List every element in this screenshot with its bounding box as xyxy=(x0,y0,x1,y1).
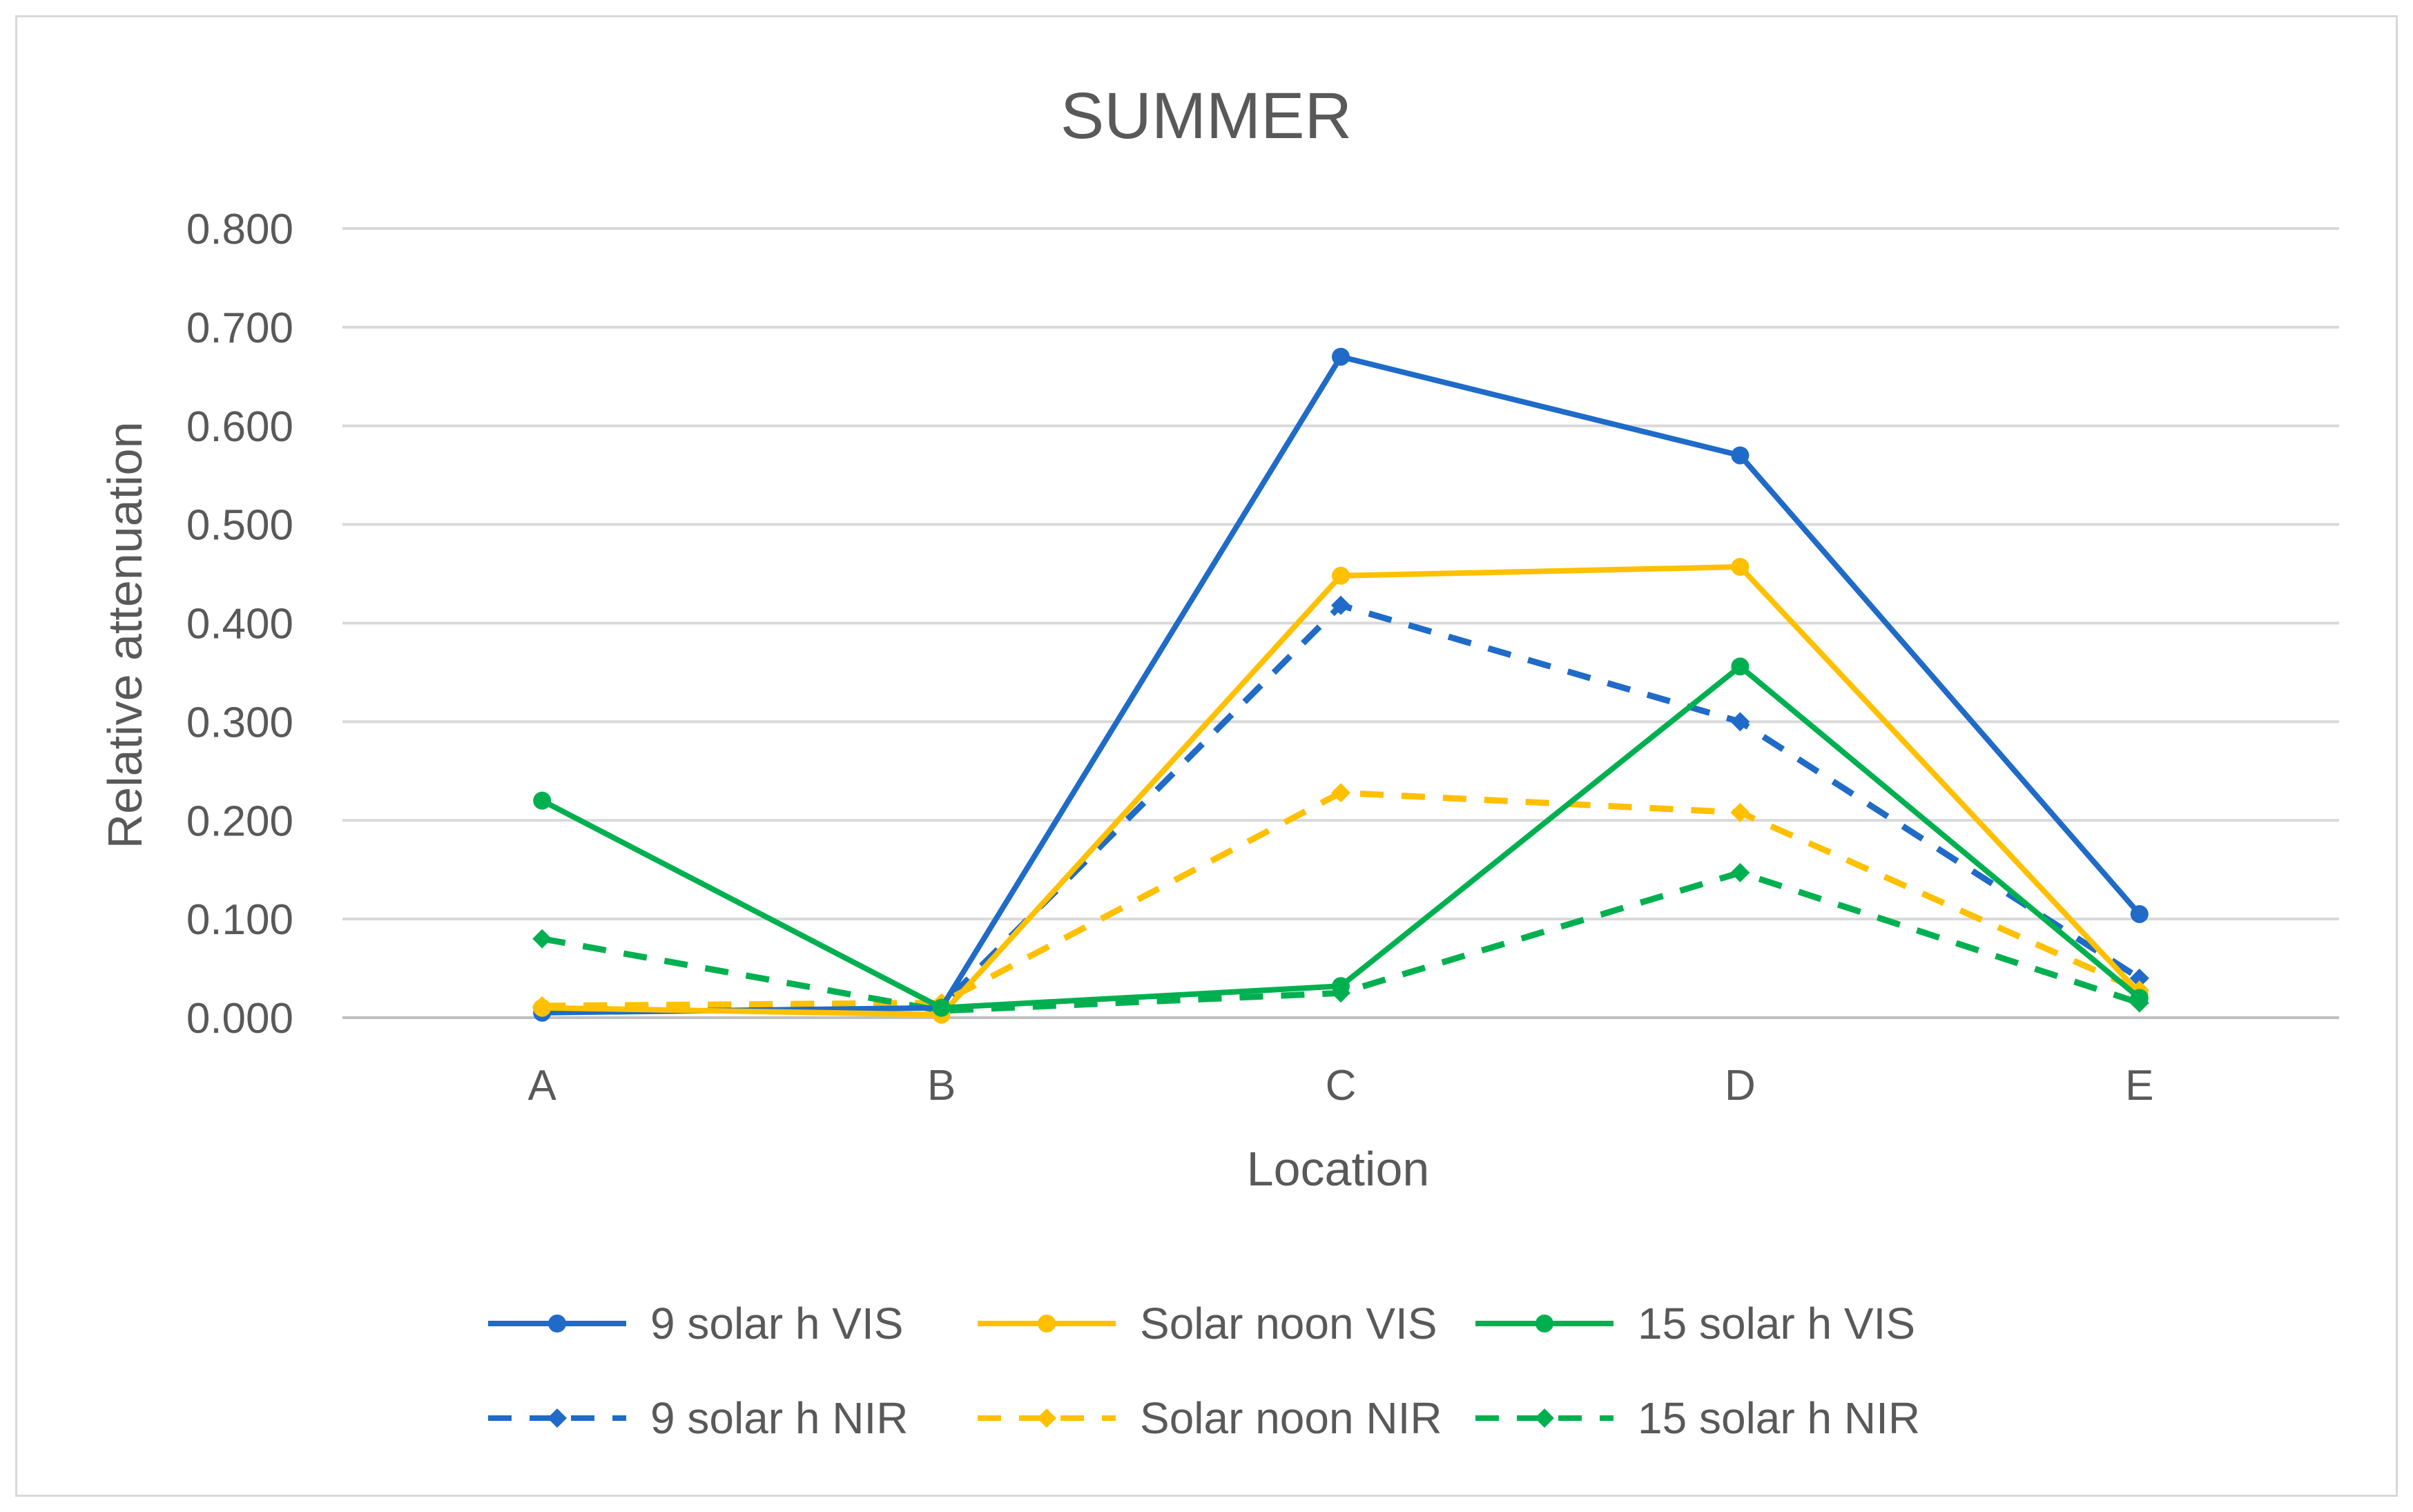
legend-marker xyxy=(1037,1408,1056,1428)
y-tick-label: 0.400 xyxy=(186,601,293,648)
x-axis-title: Location xyxy=(1247,1142,1430,1196)
y-tick-label: 0.800 xyxy=(186,206,293,253)
y-tick-label: 0.100 xyxy=(186,896,293,944)
legend-label: 9 solar h NIR xyxy=(650,1393,908,1443)
legend-item-9-solar-h-nir: 9 solar h NIR xyxy=(488,1393,908,1443)
y-axis-title: Relative attenuation xyxy=(98,422,152,849)
legend-item-15-solar-h-vis: 15 solar h VIS xyxy=(1475,1299,1915,1348)
series-line xyxy=(542,789,2141,1009)
legend-marker xyxy=(547,1408,567,1428)
series-15-solar-h-nir xyxy=(532,862,2149,1020)
y-tick-label: 0.300 xyxy=(186,699,293,746)
y-axis-ticks: 0.000 0.100 0.200 0.300 0.400 0.500 0.600 0.700… xyxy=(186,206,293,1043)
x-tick-label: D xyxy=(1725,1062,1756,1109)
x-axis-ticks: A B C D E xyxy=(528,1062,2154,1109)
legend-marker xyxy=(1535,1408,1554,1428)
data-point xyxy=(2129,968,2149,988)
data-point xyxy=(932,998,951,1017)
legend-label: 15 solar h NIR xyxy=(1638,1393,1920,1443)
chart-title: SUMMER xyxy=(1060,79,1352,153)
legend-item-solar-noon-vis: Solar noon VIS xyxy=(978,1299,1437,1348)
legend-item-9-solar-h-vis: 9 solar h VIS xyxy=(488,1299,903,1348)
data-point xyxy=(2130,989,2149,1007)
x-tick-label: E xyxy=(2125,1062,2153,1109)
x-tick-label: B xyxy=(927,1062,956,1109)
y-tick-label: 0.700 xyxy=(186,304,293,352)
data-point xyxy=(532,929,552,949)
grid-lines xyxy=(342,227,2339,1019)
data-point xyxy=(1730,862,1750,882)
series-line xyxy=(542,602,2142,1011)
legend-marker xyxy=(1038,1315,1056,1332)
data-point xyxy=(1332,566,1350,585)
data-point xyxy=(1331,595,1350,615)
y-tick-label: 0.200 xyxy=(186,797,293,845)
legend-label: Solar noon VIS xyxy=(1140,1299,1437,1348)
legend-item-solar-noon-nir: Solar noon NIR xyxy=(978,1393,1442,1443)
y-tick-label: 0.500 xyxy=(186,502,293,550)
x-tick-label: A xyxy=(528,1062,557,1109)
data-point xyxy=(1731,558,1750,576)
series-line xyxy=(541,663,2142,1011)
data-point xyxy=(1730,712,1750,732)
data-point xyxy=(1331,783,1350,803)
data-point xyxy=(1332,977,1350,996)
x-tick-label: C xyxy=(1326,1062,1357,1109)
legend-label: Solar noon NIR xyxy=(1140,1393,1442,1443)
data-point xyxy=(1332,347,1350,366)
y-tick-label: 0.600 xyxy=(186,403,293,451)
legend-label: 15 solar h VIS xyxy=(1638,1299,1915,1348)
y-tick-label: 0.000 xyxy=(186,995,293,1043)
data-point xyxy=(533,791,552,810)
series-lines xyxy=(532,347,2149,1024)
series-15-solar-h-vis xyxy=(533,657,2149,1017)
legend-label: 9 solar h VIS xyxy=(650,1299,903,1348)
data-point xyxy=(1731,446,1750,465)
data-point xyxy=(1730,802,1750,822)
data-point xyxy=(2130,904,2149,923)
data-point xyxy=(1731,657,1750,676)
legend-marker xyxy=(1535,1315,1553,1332)
legend-item-15-solar-h-nir: 15 solar h NIR xyxy=(1475,1393,1920,1443)
data-point xyxy=(533,998,552,1017)
legend: 9 solar h VIS Solar noon VIS 15 solar h VI… xyxy=(488,1299,1920,1443)
series-line xyxy=(542,353,2142,1016)
legend-marker xyxy=(548,1315,566,1332)
